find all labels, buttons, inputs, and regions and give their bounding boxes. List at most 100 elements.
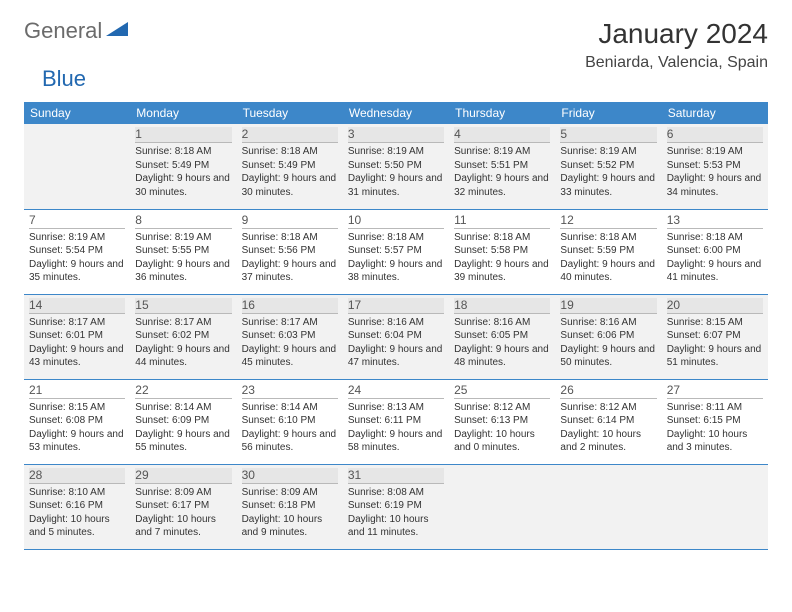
day-number: 16	[242, 298, 338, 314]
day-number: 24	[348, 383, 444, 399]
day-details: Sunrise: 8:17 AMSunset: 6:03 PMDaylight:…	[242, 316, 338, 370]
day-cell: 7Sunrise: 8:19 AMSunset: 5:54 PMDaylight…	[24, 209, 130, 294]
day-details: Sunrise: 8:15 AMSunset: 6:07 PMDaylight:…	[667, 316, 763, 370]
day-number: 25	[454, 383, 550, 399]
day-cell: 13 Sunrise: 8:18 AMSunset: 6:00 PMDayligh…	[662, 209, 768, 294]
day-number: 3	[348, 127, 444, 143]
day-details: Sunrise: 8:16 AMSunset: 6:06 PMDaylight:…	[560, 316, 656, 370]
day-cell: 3 Sunrise: 8:19 AMSunset: 5:50 PMDaylight…	[343, 124, 449, 209]
day-cell: 2 Sunrise: 8:18 AMSunset: 5:49 PMDaylight…	[237, 124, 343, 209]
weekday-header: Saturday	[662, 102, 768, 124]
day-number: 4	[454, 127, 550, 143]
day-details: Sunrise: 8:18 AMSunset: 5:57 PMDaylight:…	[348, 231, 444, 285]
calendar-row: 1 Sunrise: 8:18 AMSunset: 5:49 PMDaylight…	[24, 124, 768, 209]
day-details: Sunrise: 8:14 AMSunset: 6:10 PMDaylight:…	[242, 401, 338, 455]
day-number: 28	[29, 468, 125, 484]
day-number: 12	[560, 213, 656, 229]
day-cell: 12Sunrise: 8:18 AMSunset: 5:59 PMDayligh…	[555, 209, 661, 294]
day-cell: 25 Sunrise: 8:12 AMSunset: 6:13 PMDayligh…	[449, 379, 555, 464]
day-cell: 31 Sunrise: 8:08 AMSunset: 6:19 PMDayligh…	[343, 464, 449, 549]
day-number: 17	[348, 298, 444, 314]
empty-cell	[449, 464, 555, 549]
day-number: 30	[242, 468, 338, 484]
empty-cell	[662, 464, 768, 549]
weekday-header: Tuesday	[237, 102, 343, 124]
header: General January 2024 Beniarda, Valencia,…	[24, 18, 768, 72]
day-number: 20	[667, 298, 763, 314]
day-number: 7	[29, 213, 125, 229]
day-details: Sunrise: 8:16 AMSunset: 6:04 PMDaylight:…	[348, 316, 444, 370]
logo-text-1: General	[24, 18, 102, 44]
calendar-table: SundayMondayTuesdayWednesdayThursdayFrid…	[24, 102, 768, 550]
day-details: Sunrise: 8:11 AMSunset: 6:15 PMDaylight:…	[667, 401, 763, 455]
day-cell: 30 Sunrise: 8:09 AMSunset: 6:18 PMDayligh…	[237, 464, 343, 549]
day-details: Sunrise: 8:16 AMSunset: 6:05 PMDaylight:…	[454, 316, 550, 370]
day-details: Sunrise: 8:09 AMSunset: 6:18 PMDaylight:…	[242, 486, 338, 540]
day-number: 31	[348, 468, 444, 484]
day-cell: 16 Sunrise: 8:17 AMSunset: 6:03 PMDayligh…	[237, 294, 343, 379]
day-cell: 19 Sunrise: 8:16 AMSunset: 6:06 PMDayligh…	[555, 294, 661, 379]
day-cell: 23 Sunrise: 8:14 AMSunset: 6:10 PMDayligh…	[237, 379, 343, 464]
weekday-header: Wednesday	[343, 102, 449, 124]
day-number: 6	[667, 127, 763, 143]
day-number: 2	[242, 127, 338, 143]
empty-cell	[24, 124, 130, 209]
day-number: 5	[560, 127, 656, 143]
day-details: Sunrise: 8:19 AMSunset: 5:55 PMDaylight:…	[135, 231, 231, 285]
day-cell: 6Sunrise: 8:19 AMSunset: 5:53 PMDaylight…	[662, 124, 768, 209]
day-number: 19	[560, 298, 656, 314]
weekday-header: Monday	[130, 102, 236, 124]
logo-text-2: Blue	[42, 66, 86, 91]
day-details: Sunrise: 8:08 AMSunset: 6:19 PMDaylight:…	[348, 486, 444, 540]
day-cell: 10Sunrise: 8:18 AMSunset: 5:57 PMDayligh…	[343, 209, 449, 294]
day-number: 21	[29, 383, 125, 399]
day-number: 22	[135, 383, 231, 399]
day-number: 9	[242, 213, 338, 229]
logo: General	[24, 18, 130, 44]
day-cell: 22 Sunrise: 8:14 AMSunset: 6:09 PMDayligh…	[130, 379, 236, 464]
calendar-row: 28Sunrise: 8:10 AMSunset: 6:16 PMDayligh…	[24, 464, 768, 549]
day-cell: 28Sunrise: 8:10 AMSunset: 6:16 PMDayligh…	[24, 464, 130, 549]
day-number: 26	[560, 383, 656, 399]
day-cell: 27 Sunrise: 8:11 AMSunset: 6:15 PMDayligh…	[662, 379, 768, 464]
location-text: Beniarda, Valencia, Spain	[585, 54, 768, 72]
day-details: Sunrise: 8:18 AMSunset: 6:00 PMDaylight:…	[667, 231, 763, 285]
title-block: January 2024 Beniarda, Valencia, Spain	[585, 18, 768, 72]
day-details: Sunrise: 8:19 AMSunset: 5:51 PMDaylight:…	[454, 145, 550, 199]
day-number: 27	[667, 383, 763, 399]
day-details: Sunrise: 8:18 AMSunset: 5:49 PMDaylight:…	[242, 145, 338, 199]
day-details: Sunrise: 8:09 AMSunset: 6:17 PMDaylight:…	[135, 486, 231, 540]
weekday-header: Friday	[555, 102, 661, 124]
weekday-header: Thursday	[449, 102, 555, 124]
day-details: Sunrise: 8:19 AMSunset: 5:50 PMDaylight:…	[348, 145, 444, 199]
day-details: Sunrise: 8:15 AMSunset: 6:08 PMDaylight:…	[29, 401, 125, 455]
day-number: 15	[135, 298, 231, 314]
day-details: Sunrise: 8:12 AMSunset: 6:13 PMDaylight:…	[454, 401, 550, 455]
calendar-row: 7Sunrise: 8:19 AMSunset: 5:54 PMDaylight…	[24, 209, 768, 294]
day-cell: 14Sunrise: 8:17 AMSunset: 6:01 PMDayligh…	[24, 294, 130, 379]
day-number: 23	[242, 383, 338, 399]
day-cell: 11 Sunrise: 8:18 AMSunset: 5:58 PMDayligh…	[449, 209, 555, 294]
day-cell: 4 Sunrise: 8:19 AMSunset: 5:51 PMDaylight…	[449, 124, 555, 209]
day-cell: 18Sunrise: 8:16 AMSunset: 6:05 PMDayligh…	[449, 294, 555, 379]
calendar-row: 21 Sunrise: 8:15 AMSunset: 6:08 PMDayligh…	[24, 379, 768, 464]
day-cell: 21 Sunrise: 8:15 AMSunset: 6:08 PMDayligh…	[24, 379, 130, 464]
logo-triangle-icon	[106, 20, 128, 43]
calendar-row: 14Sunrise: 8:17 AMSunset: 6:01 PMDayligh…	[24, 294, 768, 379]
day-details: Sunrise: 8:13 AMSunset: 6:11 PMDaylight:…	[348, 401, 444, 455]
day-number: 11	[454, 213, 550, 229]
day-cell: 26 Sunrise: 8:12 AMSunset: 6:14 PMDayligh…	[555, 379, 661, 464]
empty-cell	[555, 464, 661, 549]
day-details: Sunrise: 8:12 AMSunset: 6:14 PMDaylight:…	[560, 401, 656, 455]
day-cell: 17 Sunrise: 8:16 AMSunset: 6:04 PMDayligh…	[343, 294, 449, 379]
day-details: Sunrise: 8:14 AMSunset: 6:09 PMDaylight:…	[135, 401, 231, 455]
day-number: 13	[667, 213, 763, 229]
calendar-body: 1 Sunrise: 8:18 AMSunset: 5:49 PMDaylight…	[24, 124, 768, 549]
day-details: Sunrise: 8:18 AMSunset: 5:49 PMDaylight:…	[135, 145, 231, 199]
day-cell: 5Sunrise: 8:19 AMSunset: 5:52 PMDaylight…	[555, 124, 661, 209]
day-number: 1	[135, 127, 231, 143]
day-details: Sunrise: 8:18 AMSunset: 5:56 PMDaylight:…	[242, 231, 338, 285]
day-cell: 20 Sunrise: 8:15 AMSunset: 6:07 PMDayligh…	[662, 294, 768, 379]
day-details: Sunrise: 8:18 AMSunset: 5:58 PMDaylight:…	[454, 231, 550, 285]
day-number: 14	[29, 298, 125, 314]
